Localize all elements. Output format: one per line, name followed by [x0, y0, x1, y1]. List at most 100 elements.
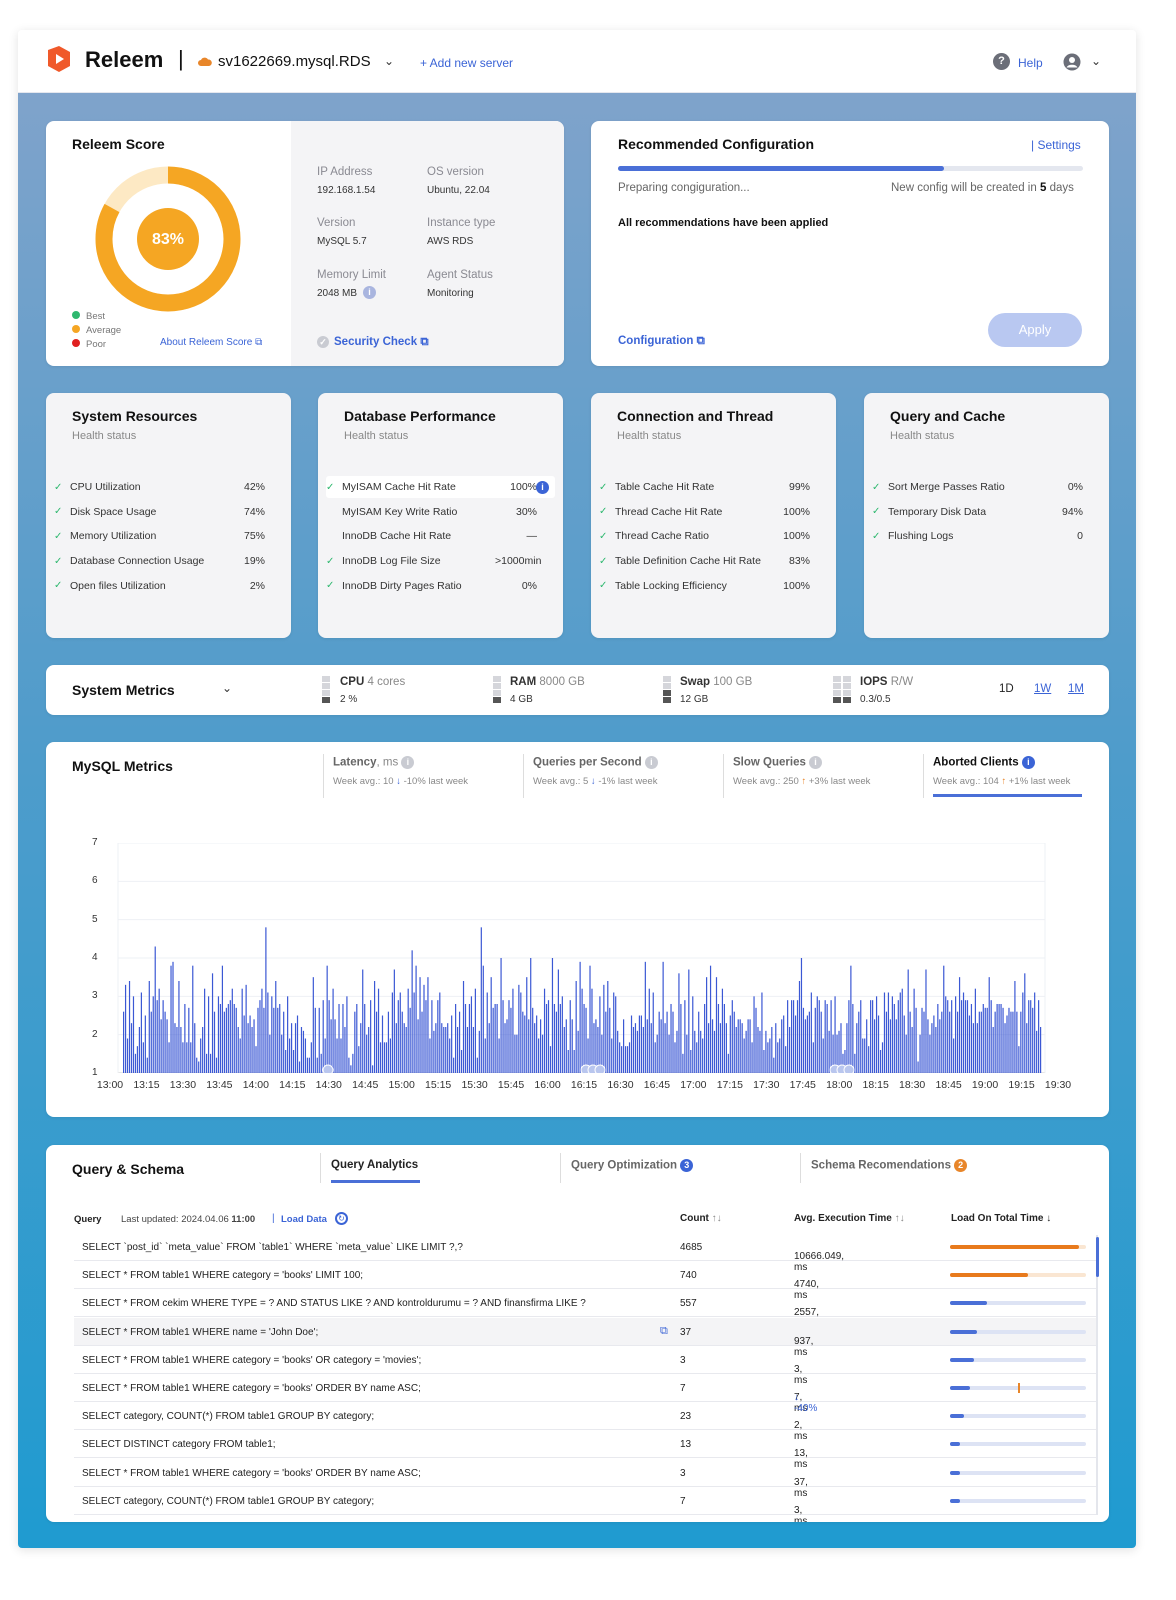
check-icon: ✓ [599, 481, 608, 493]
query-row[interactable]: SELECT * FROM table1 WHERE category = 'b… [74, 1346, 1096, 1386]
query-row[interactable]: SELECT `post_id` `meta_value` FROM `tabl… [74, 1233, 1096, 1273]
load-bar-track [950, 1329, 1086, 1334]
system-resources-title: System Resources [72, 408, 198, 424]
range-1d[interactable]: 1D [999, 683, 1014, 695]
sort-icon: ↑↓ [894, 1213, 905, 1224]
legend-best: Best [86, 311, 106, 322]
database-performance-subtitle: Health status [344, 430, 409, 442]
server-selector[interactable]: sv1622669.mysql.RDS [218, 53, 371, 70]
range-1m[interactable]: 1M [1068, 683, 1084, 695]
health-metric-name: InnoDB Log File Size [342, 555, 441, 568]
query-text: SELECT * FROM table1 WHERE category = 'b… [82, 1467, 421, 1479]
check-icon: ✓ [54, 555, 63, 567]
info-icon[interactable]: i [644, 756, 658, 769]
health-row: ✓ Memory Utilization 75% [54, 525, 283, 547]
refresh-icon[interactable]: ↻ [335, 1212, 348, 1225]
info-icon[interactable]: i [809, 756, 823, 769]
health-row: ✓ Table Definition Cache Hit Rate 83% [599, 550, 828, 572]
swap-label: Swap 100 GB [680, 676, 753, 688]
tab-schema-recommendations[interactable]: Schema Recomendations 2 [811, 1159, 968, 1172]
tab-divider [523, 754, 524, 798]
metric-tab-underline [933, 794, 1082, 797]
external-link-icon: ⧉ [420, 336, 429, 348]
tab-query-analytics[interactable]: Query Analytics [331, 1159, 419, 1171]
load-bar-fill [950, 1245, 1080, 1249]
security-check-link[interactable]: Security Check ⧉ [334, 336, 429, 348]
memory-info-icon[interactable]: i [363, 286, 376, 299]
last-updated: Last updated: 2024.04.06 11:00 [121, 1214, 256, 1225]
metric-tab-label: Queries per Second i [533, 756, 658, 769]
version-label: Version [317, 217, 356, 229]
copy-icon[interactable]: ⧉ [660, 1324, 668, 1337]
load-data-link[interactable]: Load Data [281, 1214, 327, 1225]
check-icon: ✓ [599, 555, 608, 567]
col-count-header[interactable]: Count ↑↓ [680, 1213, 722, 1224]
releem-logo-icon [48, 46, 70, 72]
query-cache-subtitle: Health status [890, 430, 955, 442]
health-row: ✓ Temporary Disk Data 94% [872, 501, 1101, 523]
health-metric-name: InnoDB Cache Hit Rate [342, 530, 452, 543]
query-count: 7 [680, 1495, 686, 1507]
load-marker [1018, 1383, 1020, 1393]
query-row[interactable]: SELECT category, COUNT(*) FROM table1 GR… [74, 1402, 1096, 1442]
system-metrics-chevron-down-icon[interactable]: ⌄ [222, 681, 233, 695]
query-text: SELECT * FROM table1 WHERE category = 'b… [82, 1383, 421, 1394]
info-icon[interactable]: i [401, 756, 415, 769]
help-link[interactable]: Help [1018, 56, 1043, 70]
ram-gauge-icon [493, 676, 501, 703]
metric-tab-latency[interactable]: Latency, ms i Week avg.: 10 ↓ -10% last w… [323, 754, 523, 800]
table-scrollbar-thumb[interactable] [1096, 1237, 1099, 1277]
preparing-text: Preparing congiguration... [618, 182, 750, 194]
version-value: MySQL 5.7 [317, 236, 367, 247]
info-icon[interactable]: i [1021, 756, 1035, 769]
user-chevron-down-icon[interactable]: ⌄ [1091, 54, 1102, 68]
system-metrics-title: System Metrics [72, 682, 175, 698]
health-metric-name: Disk Space Usage [70, 505, 157, 518]
user-avatar-icon[interactable] [1063, 53, 1081, 71]
health-row: ✓ Table Locking Efficiency 100% [599, 575, 828, 597]
check-icon: ✓ [54, 506, 63, 518]
query-row[interactable]: SELECT category, COUNT(*) FROM table1 GR… [74, 1487, 1096, 1522]
query-row[interactable]: SELECT * FROM table1 WHERE name = 'John … [74, 1317, 1096, 1358]
load-bar-fill [950, 1470, 960, 1475]
settings-link[interactable]: | Settings [1031, 138, 1081, 152]
metric-tab-slow-queries[interactable]: Slow Queries i Week avg.: 250 ↑ +3% last … [723, 754, 923, 800]
ip-value: 192.168.1.54 [317, 185, 376, 196]
tab-query-optimization[interactable]: Query Optimization 3 [571, 1159, 694, 1172]
check-icon: ✓ [872, 506, 881, 518]
query-text: SELECT `post_id` `meta_value` FROM `tabl… [82, 1242, 463, 1253]
query-row[interactable]: SELECT * FROM table1 WHERE category = 'b… [74, 1459, 1096, 1499]
query-row[interactable]: SELECT * FROM cekim WHERE TYPE = ? AND S… [74, 1289, 1096, 1329]
table-scrollbar-track[interactable] [1096, 1235, 1098, 1515]
tab-divider [723, 754, 724, 798]
schema-recommendations-badge: 2 [954, 1159, 968, 1172]
apply-button[interactable]: Apply [988, 313, 1082, 347]
myisam-info-icon[interactable]: i [536, 481, 549, 494]
health-metric-name: MyISAM Cache Hit Rate [342, 481, 456, 493]
col-avg-header[interactable]: Avg. Execution Time ↑↓ [794, 1213, 905, 1224]
col-load-header[interactable]: Load On Total Time ↓ [951, 1213, 1052, 1224]
ram-value: 4 GB [510, 694, 533, 705]
query-row[interactable]: SELECT * FROM table1 WHERE category = 'b… [74, 1261, 1096, 1301]
add-server-link[interactable]: + Add new server [420, 56, 514, 70]
check-icon: ✓ [599, 506, 608, 518]
range-1w[interactable]: 1W [1034, 683, 1052, 695]
metric-tab-queries-per-second[interactable]: Queries per Second i Week avg.: 5 ↓ -1% l… [523, 754, 723, 800]
query-text: SELECT * FROM table1 WHERE name = 'John … [82, 1326, 319, 1338]
iops-gauge-icon [833, 676, 851, 703]
about-score-link[interactable]: About Releem Score ⧉ [160, 337, 263, 348]
check-icon: ✓ [872, 530, 881, 542]
metric-tab-aborted-clients[interactable]: Aborted Clients i Week avg.: 104 ↑ +1% la… [923, 754, 1123, 800]
query-count: 740 [680, 1270, 697, 1282]
tab-divider [560, 1153, 561, 1183]
health-metric-name: Table Cache Hit Rate [615, 481, 715, 493]
configuration-link[interactable]: Configuration ⧉ [618, 335, 705, 347]
server-chevron-down-icon[interactable]: ⌄ [384, 54, 395, 68]
help-icon[interactable]: ? [993, 53, 1010, 70]
metric-tab-trend: Week avg.: 5 ↓ -1% last week [533, 776, 658, 787]
legend-average: Average [86, 325, 122, 336]
metric-tab-trend: Week avg.: 104 ↑ +1% last week [933, 776, 1071, 787]
query-row[interactable]: SELECT DISTINCT category FROM table1; 13 1… [74, 1430, 1096, 1470]
health-row: ✓ MyISAM Cache Hit Rate 100% [326, 476, 555, 498]
query-row[interactable]: SELECT * FROM table1 WHERE category = 'b… [74, 1374, 1096, 1414]
